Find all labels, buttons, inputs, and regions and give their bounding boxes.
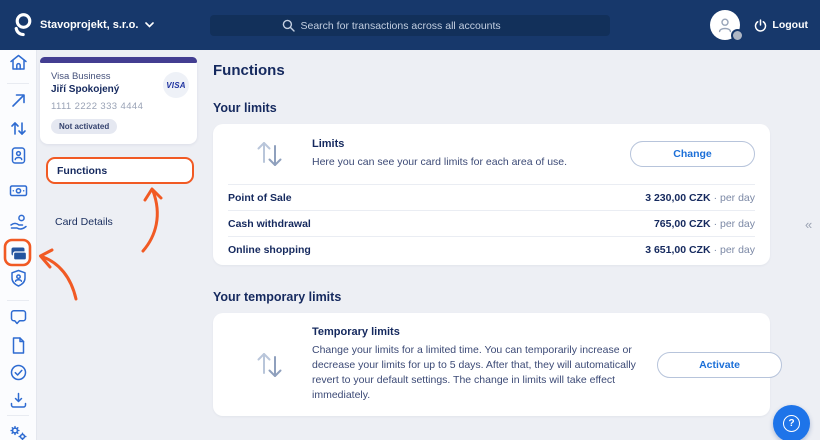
limit-period: · per day	[713, 217, 755, 230]
main-content: Functions Your limits Limits Here you ca…	[213, 50, 820, 440]
change-button[interactable]: Change	[630, 141, 755, 167]
card-holder: Jiří Spokojený	[51, 84, 120, 95]
limit-period: · per day	[713, 191, 755, 204]
limits-arrows-icon	[257, 142, 282, 166]
collapse-panel-icon[interactable]: «	[805, 217, 813, 232]
george-logo	[14, 13, 32, 37]
card-number: 1111 2222 333 4444	[51, 101, 144, 112]
visa-logo: VISA	[163, 72, 189, 98]
home-icon[interactable]	[8, 52, 29, 73]
search-icon	[282, 19, 295, 32]
card-status-badge: Not activated	[51, 119, 118, 134]
rail-divider	[7, 300, 29, 301]
card-accent-bar	[40, 57, 197, 63]
limits-rows: Point of Sale 3 230,00 CZK · per day Cash…	[213, 184, 770, 265]
payments-icon[interactable]	[8, 212, 29, 233]
logout-button[interactable]: Logout	[754, 18, 808, 32]
chat-icon[interactable]	[8, 307, 29, 328]
limit-value: 765,00 CZK	[653, 217, 711, 230]
your-limits-heading: Your limits	[213, 101, 277, 115]
limit-label: Cash withdrawal	[228, 217, 311, 230]
card-summary-panel[interactable]: Visa Business Jiří Spokojený 1111 2222 3…	[40, 57, 197, 144]
limit-row-online-shopping: Online shopping 3 651,00 CZK · per day	[228, 236, 755, 262]
documents-icon[interactable]	[8, 335, 29, 356]
limit-row-point-of-sale: Point of Sale 3 230,00 CZK · per day	[228, 184, 755, 210]
insurance-shield-icon[interactable]	[8, 268, 29, 289]
search-input[interactable]	[300, 19, 539, 32]
downloads-icon[interactable]	[8, 390, 29, 411]
header-right: Logout	[710, 0, 808, 50]
temporary-limits-arrows-icon	[257, 352, 282, 377]
card-sidebar: Visa Business Jiří Spokojený 1111 2222 3…	[37, 50, 213, 440]
rail-divider	[7, 83, 29, 84]
search-bar[interactable]	[210, 15, 610, 36]
avatar[interactable]	[710, 10, 745, 42]
temporary-limits-heading: Your temporary limits	[213, 290, 342, 304]
menu-item-functions-label: Functions	[57, 165, 108, 177]
temporary-limits-card-title: Temporary limits	[312, 326, 400, 338]
temporary-limits-card: Temporary limits Change your limits for …	[213, 313, 782, 416]
limits-card-title: Limits	[312, 138, 345, 150]
menu-item-functions[interactable]: Functions	[46, 157, 194, 184]
logout-label: Logout	[772, 19, 808, 31]
limit-label: Online shopping	[228, 243, 311, 256]
top-header: Stavoprojekt, s.r.o.	[0, 0, 820, 50]
limit-period: · per day	[713, 243, 755, 256]
company-name: Stavoprojekt, s.r.o.	[40, 19, 139, 31]
power-icon	[755, 18, 767, 32]
cards-icon[interactable]	[8, 243, 29, 264]
activate-button[interactable]: Activate	[657, 351, 782, 378]
limit-value: 3 651,00 CZK	[645, 243, 711, 256]
limit-label: Point of Sale	[228, 191, 292, 204]
icon-rail	[0, 50, 37, 440]
page-title: Functions	[213, 62, 285, 79]
card-product: Visa Business	[51, 71, 111, 82]
temporary-limits-description: Change your limits for a limited time. Y…	[312, 344, 636, 401]
approvals-icon[interactable]	[8, 362, 29, 383]
chevron-down-icon	[145, 22, 155, 28]
limits-card-description: Here you can see your card limits for ea…	[312, 156, 568, 168]
avatar-status-badge	[731, 29, 745, 42]
help-button[interactable]: ?	[773, 405, 810, 440]
menu-item-card-details[interactable]: Card Details	[55, 215, 113, 228]
cash-icon[interactable]	[8, 180, 29, 201]
question-mark-icon: ?	[783, 415, 800, 432]
rail-divider	[7, 415, 29, 416]
transfers-icon[interactable]	[8, 118, 29, 139]
limit-value: 3 230,00 CZK	[645, 191, 711, 204]
settings-gears-icon[interactable]	[8, 422, 29, 440]
company-switcher[interactable]: Stavoprojekt, s.r.o.	[40, 0, 155, 50]
limit-row-cash-withdrawal: Cash withdrawal 765,00 CZK · per day	[228, 210, 755, 236]
contacts-icon[interactable]	[8, 145, 29, 166]
limits-card: Limits Here you can see your card limits…	[213, 124, 770, 265]
send-money-icon[interactable]	[8, 90, 29, 111]
user-icon	[719, 18, 732, 33]
